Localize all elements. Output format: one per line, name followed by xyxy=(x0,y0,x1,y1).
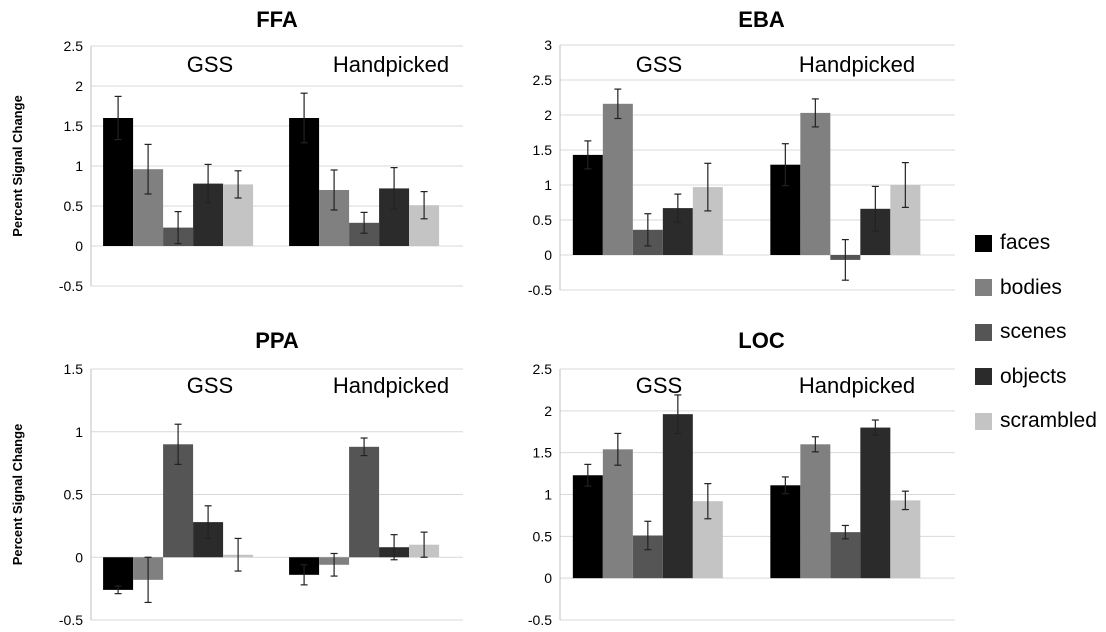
legend-item-scenes: scenes xyxy=(975,321,1106,343)
legend-swatch xyxy=(975,234,992,252)
loc-bar-faces-handpicked xyxy=(770,485,801,579)
loc-y-tick-label: 0 xyxy=(544,570,552,586)
ffa-y-tick-label: 1 xyxy=(75,158,83,174)
loc-bar-bodies-gss xyxy=(602,449,633,579)
eba-y-tick-label: 0.5 xyxy=(533,212,553,228)
ffa-y-tick-label: 1.5 xyxy=(64,118,84,134)
eba-y-tick-label: 1 xyxy=(544,177,552,193)
loc-y-tick-label: 2 xyxy=(544,403,552,419)
loc-y-tick-label: 0.5 xyxy=(533,528,553,544)
loc-bar-objects-handpicked xyxy=(860,427,891,579)
ffa-category-label: Handpicked xyxy=(333,52,449,77)
eba-y-tick-label: 1.5 xyxy=(533,142,553,158)
loc-bar-objects-gss xyxy=(662,414,693,579)
eba-y-tick-label: 0 xyxy=(544,247,552,263)
ffa-bar-scenes-handpicked xyxy=(349,222,380,246)
eba-title: EBA xyxy=(738,7,785,32)
loc-y-tick-label: 2.5 xyxy=(533,361,553,377)
ffa-y-axis-label: Percent Signal Change xyxy=(10,95,25,237)
eba-bar-bodies-gss xyxy=(602,103,633,255)
legend-label: scenes xyxy=(1000,320,1067,343)
loc-bar-bodies-handpicked xyxy=(800,444,831,579)
ppa-y-tick-label: 0.5 xyxy=(64,487,84,503)
legend-item-bodies: bodies xyxy=(975,275,1106,299)
ppa-y-tick-label: 1 xyxy=(75,424,83,440)
ffa-y-tick-label: -0.5 xyxy=(59,278,83,294)
legend-label: objects xyxy=(1000,364,1067,388)
ffa-y-tick-label: 2.5 xyxy=(64,38,84,54)
ffa-category-label: GSS xyxy=(187,52,233,77)
legend-item-scrambled: scrambled xyxy=(975,410,1106,432)
legend-swatch xyxy=(975,412,992,430)
eba-y-tick-label: 2 xyxy=(544,107,552,123)
ppa-bar-scenes-handpicked xyxy=(349,446,380,558)
ppa-category-label: GSS xyxy=(187,373,233,398)
eba-y-tick-label: -0.5 xyxy=(528,282,552,298)
ffa-title: FFA xyxy=(256,7,298,32)
ffa-y-tick-label: 2 xyxy=(75,78,83,94)
ppa-y-tick-label: -0.5 xyxy=(59,612,83,628)
loc-y-tick-label: 1 xyxy=(544,487,552,503)
loc-bar-scrambled-handpicked xyxy=(890,500,921,579)
loc-category-label: Handpicked xyxy=(799,373,915,398)
loc-y-tick-label: -0.5 xyxy=(528,612,552,628)
ffa-y-tick-label: 0.5 xyxy=(64,198,84,214)
ppa-title: PPA xyxy=(255,328,299,353)
legend-swatch xyxy=(975,279,992,296)
legend-label: scrambled xyxy=(1000,409,1097,432)
loc-category-label: GSS xyxy=(636,373,682,398)
loc-title: LOC xyxy=(738,328,785,353)
eba-bar-faces-gss xyxy=(572,154,603,255)
legend-swatch xyxy=(975,368,992,385)
ppa-category-label: Handpicked xyxy=(333,373,449,398)
loc-bar-scenes-handpicked xyxy=(830,532,861,579)
loc-y-tick-label: 1.5 xyxy=(533,445,553,461)
legend-item-faces: faces xyxy=(975,232,1106,254)
eba-y-tick-label: 3 xyxy=(544,37,552,53)
eba-category-label: Handpicked xyxy=(799,52,915,77)
ppa-y-tick-label: 0 xyxy=(75,549,83,565)
loc-bar-faces-gss xyxy=(572,475,603,579)
legend: faces bodies scenes objects scrambled xyxy=(975,232,1106,455)
eba-y-tick-label: 2.5 xyxy=(533,72,553,88)
eba-category-label: GSS xyxy=(636,52,682,77)
legend-swatch xyxy=(975,323,992,341)
ppa-y-axis-label: Percent Signal Change xyxy=(10,424,25,566)
ppa-y-tick-label: 1.5 xyxy=(64,361,84,377)
eba-bar-bodies-handpicked xyxy=(800,112,831,256)
legend-item-objects: objects xyxy=(975,364,1106,388)
ffa-y-tick-label: 0 xyxy=(75,238,83,254)
legend-label: bodies xyxy=(1000,275,1062,299)
ppa-bar-faces-gss xyxy=(103,557,134,590)
legend-label: faces xyxy=(1000,231,1051,254)
